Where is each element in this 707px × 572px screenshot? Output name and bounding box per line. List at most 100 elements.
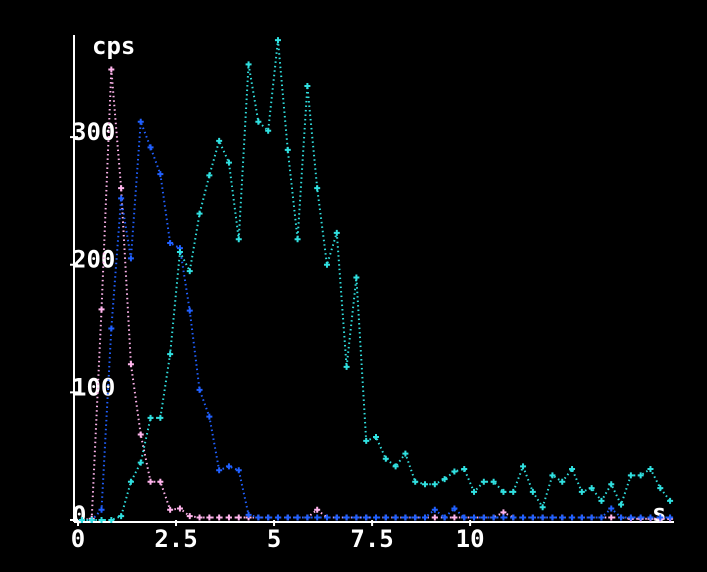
series-line [81, 39, 671, 521]
point-marker [294, 236, 301, 243]
x-axis-label: s [652, 499, 666, 527]
point-marker [608, 505, 615, 512]
point-marker [88, 517, 95, 523]
point-marker [500, 509, 507, 516]
point-marker [618, 514, 625, 521]
point-marker [441, 476, 448, 483]
point-marker [274, 514, 281, 521]
point-marker [137, 459, 144, 466]
point-marker [255, 514, 262, 521]
point-marker [412, 478, 419, 485]
point-marker [480, 514, 487, 521]
point-marker [196, 386, 203, 393]
point-marker [657, 485, 664, 492]
point-marker [490, 478, 497, 485]
point-marker [157, 414, 164, 421]
point-marker [451, 505, 458, 512]
point-marker [216, 467, 223, 474]
point-marker [627, 514, 634, 521]
point-marker [225, 463, 232, 470]
point-marker [627, 472, 634, 479]
point-marker [333, 514, 340, 521]
point-marker [127, 361, 134, 368]
x-tick-label: 7.5 [350, 525, 393, 553]
x-tick-label: 0 [71, 525, 85, 553]
point-marker [647, 465, 654, 472]
point-marker [157, 478, 164, 485]
point-marker [578, 488, 585, 495]
point-marker [225, 159, 232, 166]
point-marker [323, 514, 330, 521]
point-marker [608, 481, 615, 488]
point-marker [480, 478, 487, 485]
point-marker [549, 472, 556, 479]
point-marker [382, 514, 389, 521]
point-marker [529, 488, 536, 495]
point-marker [294, 514, 301, 521]
point-marker [588, 514, 595, 521]
point-marker [667, 497, 674, 504]
point-marker [461, 465, 468, 472]
point-marker [127, 255, 134, 262]
point-marker [235, 467, 242, 474]
point-marker [461, 514, 468, 521]
point-marker [304, 83, 311, 90]
x-tick-label: 2.5 [154, 525, 197, 553]
point-marker [265, 127, 272, 134]
point-marker [186, 307, 193, 314]
point-marker [98, 306, 105, 313]
point-marker [343, 514, 350, 521]
point-marker [98, 506, 105, 513]
point-marker [196, 210, 203, 217]
point-marker [323, 261, 330, 268]
point-marker [147, 144, 154, 151]
point-marker [363, 514, 370, 521]
point-marker [598, 514, 605, 521]
point-marker [667, 514, 674, 521]
series-line [81, 121, 671, 521]
point-marker [353, 514, 360, 521]
point-marker [314, 185, 321, 192]
point-marker [118, 195, 125, 202]
x-tick-label: 10 [456, 525, 485, 553]
point-marker [186, 268, 193, 275]
point-marker [588, 485, 595, 492]
point-marker [353, 274, 360, 281]
point-marker [216, 137, 223, 144]
point-marker [137, 118, 144, 125]
point-marker [176, 248, 183, 255]
point-marker [314, 514, 321, 521]
point-marker [225, 514, 232, 521]
point-marker [500, 488, 507, 495]
point-marker [431, 506, 438, 513]
point-marker [520, 514, 527, 521]
point-marker [137, 431, 144, 438]
point-marker [108, 325, 115, 332]
point-marker [637, 514, 644, 521]
point-marker [451, 514, 458, 521]
point-marker [304, 514, 311, 521]
point-marker [549, 514, 556, 521]
point-marker [510, 514, 517, 521]
point-marker [147, 478, 154, 485]
point-marker [598, 497, 605, 504]
point-marker [510, 488, 517, 495]
point-marker [471, 514, 478, 521]
point-marker [422, 481, 429, 488]
point-marker [412, 514, 419, 521]
point-marker [559, 478, 566, 485]
point-marker [206, 172, 213, 179]
point-marker [333, 229, 340, 236]
point-marker [441, 514, 448, 521]
x-tick-label: 5 [267, 525, 281, 553]
point-marker [118, 513, 125, 520]
series-line [81, 69, 671, 521]
point-marker [490, 514, 497, 521]
point-marker [608, 514, 615, 521]
point-marker [373, 434, 379, 441]
point-marker [431, 514, 438, 521]
point-marker [284, 146, 291, 153]
point-marker [647, 514, 654, 521]
point-marker [216, 514, 223, 521]
